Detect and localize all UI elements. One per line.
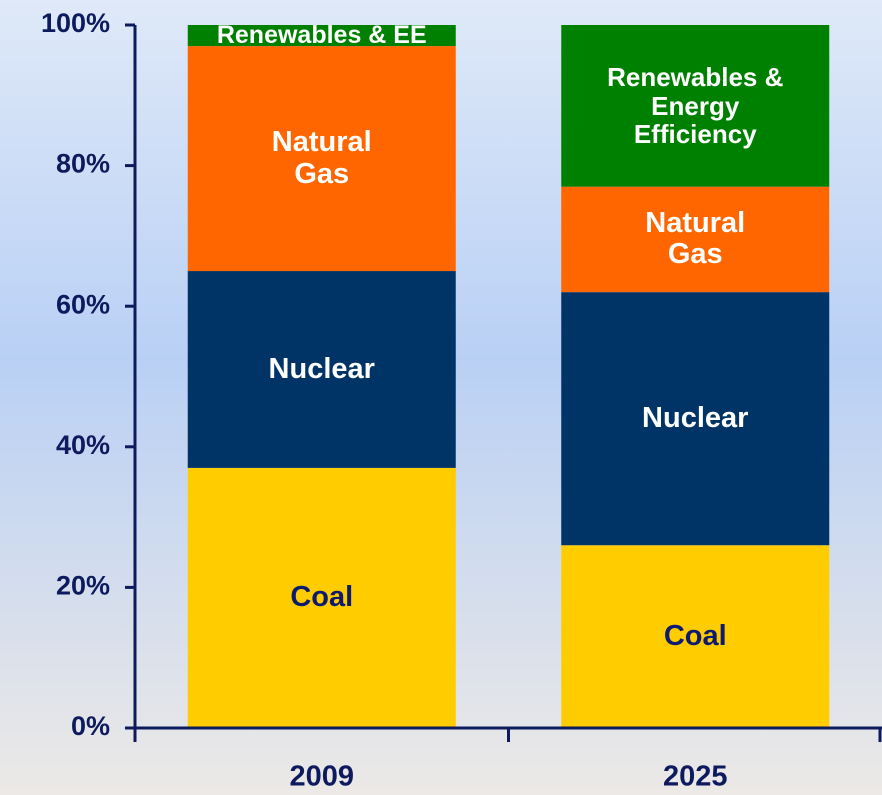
bar-segment [187, 271, 456, 468]
segment-label-box: Natural Gas [561, 177, 829, 302]
segment-label-wrap: Renewables & EE [188, 15, 456, 56]
segment-label-box: Nuclear [561, 282, 829, 555]
segment-label: Nuclear [268, 352, 375, 385]
y-tick-label: 0% [71, 711, 110, 741]
segment-label: Coal [663, 619, 727, 652]
bar-segment [561, 186, 830, 293]
y-tick-label: 40% [56, 430, 110, 460]
x-tick-label: 2009 [289, 761, 354, 793]
x-tick-label: 2025 [663, 761, 728, 793]
segment-label-box: Coal [188, 458, 456, 738]
bar-segment [561, 292, 830, 546]
bar-segment [561, 545, 830, 728]
segment-label-wrap: Coal [561, 535, 829, 738]
segment-label-wrap: Natural Gas [561, 177, 829, 302]
segment-label: Renewables & Energy Efficiency [607, 61, 784, 150]
segment-label-box: Nuclear [188, 261, 456, 478]
bar-segment [187, 25, 456, 47]
segment-label: Nuclear [642, 401, 749, 434]
segment-label-box: Coal [561, 535, 829, 738]
segment-label: Natural Gas [271, 125, 372, 190]
segment-label: Coal [290, 580, 354, 613]
y-tick-label: 100% [41, 8, 110, 38]
y-tick-label: 20% [56, 571, 110, 601]
segment-label-box: Natural Gas [188, 36, 456, 281]
segment-label-box: Renewables & Energy Efficiency [561, 15, 829, 197]
segment-label-wrap: Natural Gas [188, 36, 456, 281]
segment-label-wrap: Coal [188, 458, 456, 738]
segment-label-wrap: Nuclear [188, 261, 456, 478]
segment-label-box: Renewables & EE [188, 15, 456, 56]
y-tick-label: 80% [56, 149, 110, 179]
bar-segment [187, 467, 456, 728]
segment-label-wrap: Renewables & Energy Efficiency [561, 15, 829, 197]
y-tick-label: 60% [56, 289, 110, 319]
segment-label: Natural Gas [645, 206, 746, 271]
bar-segment [187, 46, 456, 272]
segment-label-wrap: Nuclear [561, 282, 829, 555]
bar-segment [561, 25, 830, 187]
segment-label: Renewables & EE [216, 20, 427, 49]
